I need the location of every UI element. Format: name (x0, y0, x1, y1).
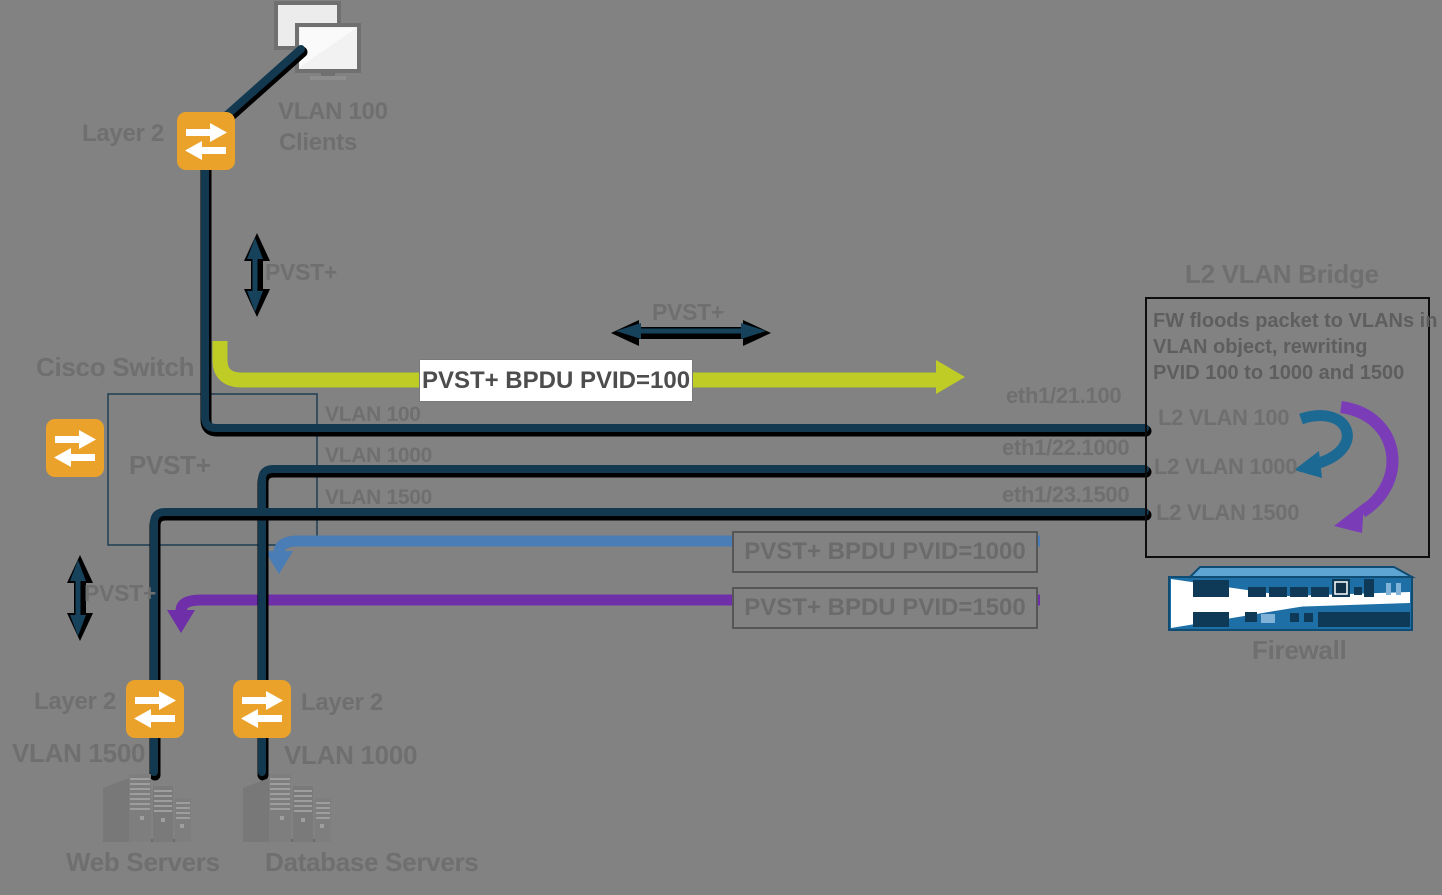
bridge-note-line2: VLAN object, rewriting (1153, 336, 1368, 358)
purple-arrowhead-icon (167, 610, 195, 633)
l2vlan1500-label: L2 VLAN 1500 (1156, 500, 1300, 525)
eth23-label: eth1/23.1500 (1002, 482, 1130, 507)
clients-label-line2: Clients (279, 129, 357, 156)
rewrite-arrow-purple-icon (1334, 401, 1399, 533)
vlan1500-web-label: VLAN 1500 (12, 738, 146, 768)
bpdu1000-text: PVST+ BPDU PVID=1000 (744, 538, 1026, 565)
web-servers-label: Web Servers (66, 847, 220, 877)
pvst-arrow-horizontal (611, 320, 771, 346)
layer2-web-label: Layer 2 (34, 688, 116, 715)
yellow-flow-line (212, 341, 965, 394)
purple-flow-line (167, 594, 1040, 633)
layer2-switch-icon-web (126, 680, 184, 738)
firewall-icon (1168, 566, 1416, 631)
bpdu1500-callout: PVST+ BPDU PVID=1500 (732, 587, 1038, 629)
bridge-note-line1: FW floods packet to VLANs in (1153, 310, 1438, 332)
link-vlan1500 (149, 508, 1152, 781)
l2-vlan-bridge-box (1145, 297, 1430, 558)
bpdu100-text: PVST+ BPDU PVID=100 (421, 366, 691, 394)
web-servers-icon (103, 773, 192, 842)
cisco-switch-label: Cisco Switch (36, 352, 195, 382)
layer2-switch-icon-db (233, 680, 291, 738)
layer2-db-label: Layer 2 (301, 689, 383, 716)
layer2-switch-icon-top (177, 112, 235, 170)
link-vlan1000 (257, 465, 1152, 781)
layer2-switch-icon-cisco (46, 419, 104, 477)
bridge-note-line3: PVID 100 to 1000 and 1500 (1153, 362, 1405, 384)
firewall-label: Firewall (1252, 635, 1347, 665)
bpdu1000-callout: PVST+ BPDU PVID=1000 (732, 531, 1038, 573)
eth22-label: eth1/22.1000 (1002, 435, 1130, 460)
rewrite-arrow-teal-icon (1294, 410, 1353, 478)
blue-arrowhead-icon (265, 551, 293, 574)
vlan1500-label: VLAN 1500 (325, 486, 433, 509)
pvst-bottom-label: PVST+ (84, 580, 157, 606)
layer2-top-label: Layer 2 (82, 120, 164, 147)
pvst-top-label: PVST+ (265, 259, 338, 285)
pvst-mid-label: PVST+ (652, 299, 725, 325)
bpdu100-callout: PVST+ BPDU PVID=100 (419, 359, 693, 402)
vlan1000-label: VLAN 1000 (325, 444, 433, 467)
pvst-arrow-top (244, 233, 270, 317)
clients-label-line1: VLAN 100 (278, 98, 388, 125)
blue-flow-line (265, 535, 1040, 574)
bridge-title: L2 VLAN Bridge (1185, 259, 1379, 289)
l2vlan1000-label: L2 VLAN 1000 (1154, 454, 1298, 479)
clients-icon (274, 1, 361, 80)
eth21-label: eth1/21.100 (1006, 383, 1122, 408)
pvst-arrow-bottom (67, 555, 93, 641)
database-servers-icon (243, 773, 332, 842)
l2vlan100-label: L2 VLAN 100 (1158, 405, 1290, 430)
vlan1000-db-label: VLAN 1000 (284, 740, 418, 770)
vlan100-label: VLAN 100 (325, 403, 421, 426)
yellow-arrowhead-icon (936, 360, 965, 394)
bpdu1500-text: PVST+ BPDU PVID=1500 (744, 594, 1026, 621)
cisco-pvst-label: PVST+ (129, 450, 211, 480)
database-servers-label: Database Servers (265, 847, 479, 877)
link-vlan100 (200, 124, 1152, 437)
